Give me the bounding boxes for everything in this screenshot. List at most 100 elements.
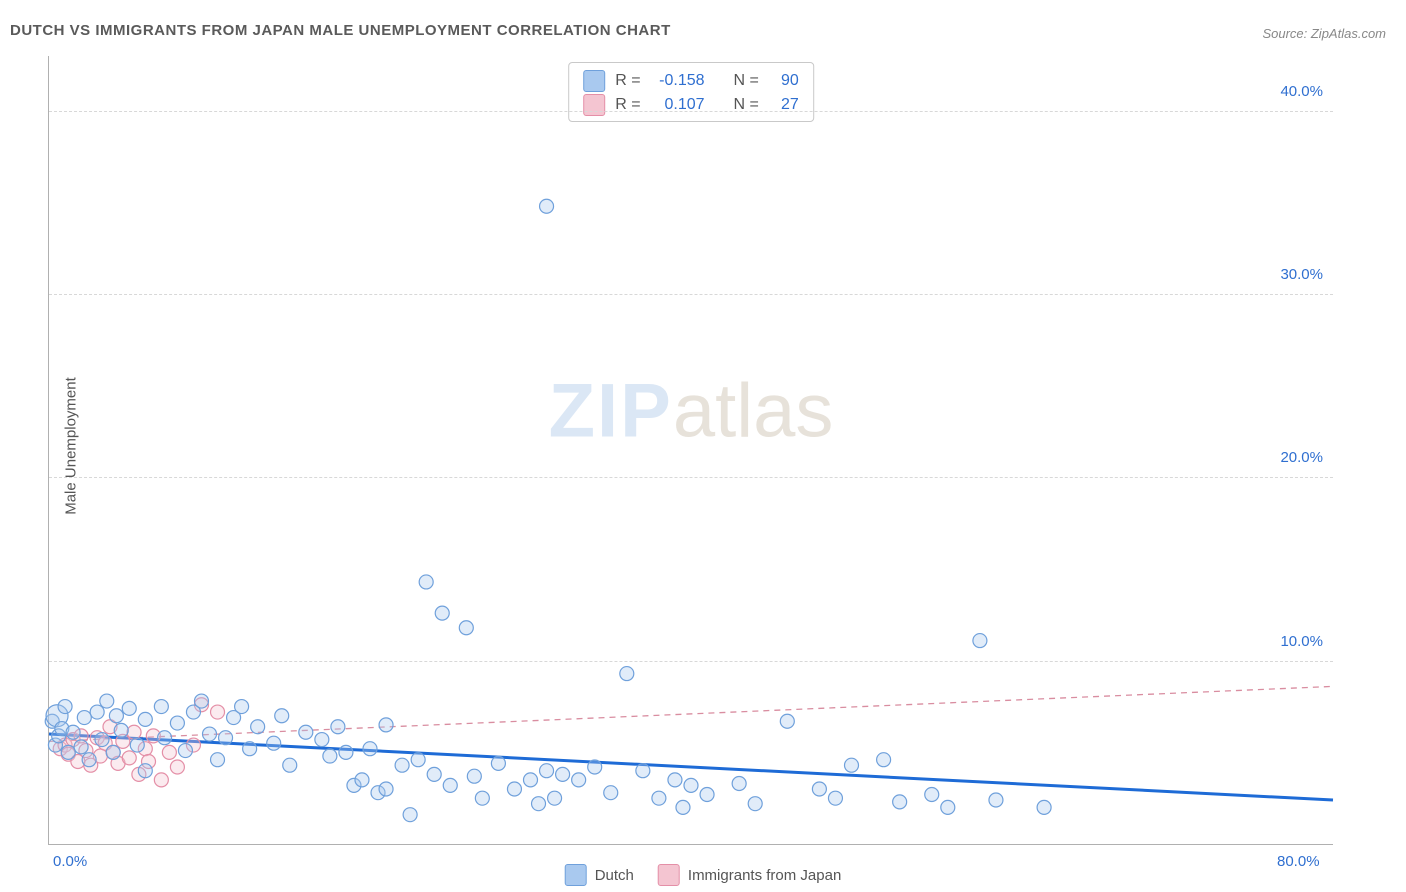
point-dutch [58,700,72,714]
point-dutch [315,733,329,747]
gridline [49,111,1333,112]
point-dutch [1037,800,1051,814]
legend-item: Immigrants from Japan [658,864,841,886]
point-dutch [989,793,1003,807]
point-dutch [732,777,746,791]
point-dutch [524,773,538,787]
point-dutch [973,634,987,648]
point-dutch [700,788,714,802]
point-dutch [219,731,233,745]
legend: Dutch Immigrants from Japan [565,864,842,886]
point-dutch [275,709,289,723]
legend-item: Dutch [565,864,634,886]
point-dutch [379,782,393,796]
point-dutch [339,745,353,759]
point-japan [162,745,176,759]
chart-container: DUTCH VS IMMIGRANTS FROM JAPAN MALE UNEM… [0,0,1406,892]
point-dutch [138,764,152,778]
point-dutch [114,723,128,737]
point-dutch [170,716,184,730]
point-dutch [379,718,393,732]
point-dutch [109,709,123,723]
legend-swatch [565,864,587,886]
point-dutch [61,745,75,759]
point-dutch [636,764,650,778]
point-dutch [194,694,208,708]
point-dutch [435,606,449,620]
point-dutch [684,778,698,792]
point-dutch [122,701,136,715]
point-dutch [331,720,345,734]
point-dutch [395,758,409,772]
point-dutch [676,800,690,814]
point-dutch [267,736,281,750]
point-dutch [491,756,505,770]
point-dutch [355,773,369,787]
point-dutch [66,725,80,739]
point-dutch [138,712,152,726]
point-dutch [941,800,955,814]
point-dutch [154,700,168,714]
gridline [49,477,1333,478]
gridline [49,661,1333,662]
point-dutch [419,575,433,589]
point-dutch [363,742,377,756]
gridline [49,294,1333,295]
point-dutch [925,788,939,802]
point-dutch [459,621,473,635]
point-dutch [668,773,682,787]
source-label: Source: ZipAtlas.com [1262,26,1386,41]
x-tick-label: 0.0% [53,853,87,870]
point-dutch [251,720,265,734]
point-dutch [283,758,297,772]
point-dutch [588,760,602,774]
point-dutch [475,791,489,805]
point-dutch [572,773,586,787]
point-dutch [556,767,570,781]
point-dutch [95,733,109,747]
point-dutch [540,199,554,213]
legend-label: Immigrants from Japan [688,867,841,884]
point-dutch [540,764,554,778]
point-dutch [74,740,88,754]
point-dutch [507,782,521,796]
point-dutch [780,714,794,728]
point-dutch [323,749,337,763]
point-dutch [748,797,762,811]
point-dutch [100,694,114,708]
point-dutch [877,753,891,767]
point-dutch [77,711,91,725]
point-dutch [243,742,257,756]
point-dutch [82,753,96,767]
point-japan [127,725,141,739]
point-dutch [411,753,425,767]
point-dutch [90,705,104,719]
point-dutch [427,767,441,781]
point-dutch [158,731,172,745]
point-dutch [130,738,144,752]
point-dutch [845,758,859,772]
y-tick-label: 40.0% [1280,83,1323,100]
x-tick-label: 80.0% [1277,853,1320,870]
point-dutch [604,786,618,800]
point-japan [154,773,168,787]
y-tick-label: 20.0% [1280,449,1323,466]
point-dutch [893,795,907,809]
point-dutch [828,791,842,805]
y-tick-label: 30.0% [1280,266,1323,283]
point-dutch [532,797,546,811]
point-dutch [178,744,192,758]
chart-title: DUTCH VS IMMIGRANTS FROM JAPAN MALE UNEM… [10,22,671,39]
point-dutch [299,725,313,739]
point-dutch [812,782,826,796]
point-dutch [211,753,225,767]
point-japan [170,760,184,774]
legend-swatch [658,864,680,886]
point-dutch [106,745,120,759]
point-dutch [548,791,562,805]
point-dutch [620,667,634,681]
legend-label: Dutch [595,867,634,884]
y-tick-label: 10.0% [1280,633,1323,650]
plot-area: ZIPatlas R =-0.158 N =90R =0.107 N =27 1… [48,56,1333,845]
point-dutch [203,727,217,741]
